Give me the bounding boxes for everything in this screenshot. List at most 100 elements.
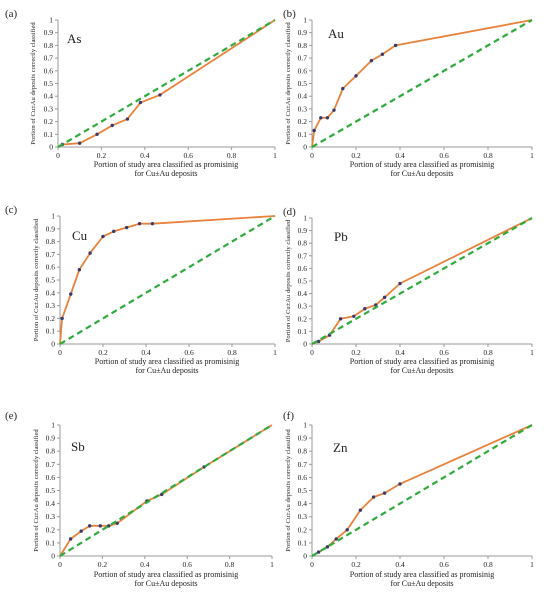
data-point — [112, 229, 116, 234]
x-tick-label: 0.8 — [225, 560, 235, 569]
x-tick-label: 1 — [273, 151, 277, 160]
data-point — [88, 251, 92, 255]
chart-panel-zn: 0 0.1 0.2 0.3 0.4 0.5 0.6 0.7 0.8 0.9 1 0 0.2 0.4 0.6 0… — [283, 410, 534, 588]
y-tick-label: 0.9 — [44, 28, 54, 37]
data-point — [393, 43, 398, 48]
data-point — [107, 524, 111, 528]
data-point — [319, 116, 323, 120]
x-tick-label: 0 — [56, 151, 60, 160]
panel-label: (b) — [283, 8, 296, 20]
y-axis-label: Portion of Cu±Au deposits correctly clas… — [30, 22, 37, 145]
element-label: Cu — [72, 228, 88, 243]
x-tick-label: 0.8 — [227, 151, 237, 160]
y-tick-label: 0 — [303, 552, 307, 561]
reference-line — [57, 19, 276, 148]
panel-label: (f) — [283, 410, 294, 422]
data-point — [124, 225, 129, 230]
data-point — [382, 295, 387, 300]
reference-line — [59, 215, 276, 345]
data-point — [332, 108, 336, 112]
x-tick-label: 0.2 — [97, 151, 107, 160]
x-tick-label: 0.8 — [483, 560, 493, 569]
element-label: Zn — [333, 440, 348, 455]
element-label: As — [67, 31, 81, 46]
data-point — [101, 234, 105, 239]
reference-line — [311, 19, 533, 148]
y-tick-label: 0.2 — [46, 525, 56, 534]
y-tick-label: 0.5 — [298, 277, 308, 286]
y-tick-label: 0.9 — [298, 434, 308, 443]
y-axis-label: Portion of Cu±Au deposits correctly clas… — [285, 429, 292, 552]
x-tick-label: 0 — [310, 560, 314, 569]
y-tick-label: 0.8 — [298, 239, 308, 248]
data-point — [325, 116, 330, 120]
chart-panel-as: 0 0.1 0.2 0.3 0.4 0.5 0.6 0.7 0.8 0.9 1 0 0.2 0.4 0.6 0… — [5, 8, 277, 178]
element-label: Pb — [334, 229, 348, 244]
y-tick-label: 1 — [49, 16, 53, 25]
y-tick-label: 0 — [51, 552, 55, 561]
y-tick-label: 0.1 — [44, 130, 54, 139]
y-tick-label: 0.1 — [298, 538, 308, 547]
data-point — [371, 495, 376, 499]
x-tick-label: 0.4 — [395, 348, 405, 357]
data-point — [363, 307, 367, 311]
y-tick-label: 0.5 — [298, 486, 308, 495]
y-tick-label: 0.8 — [298, 447, 308, 456]
y-tick-label: 0.5 — [44, 79, 54, 88]
y-tick-label: 0.6 — [46, 473, 56, 482]
y-tick-label: 0.5 — [46, 486, 56, 495]
y-tick-label: 0.1 — [298, 327, 308, 336]
x-tick-label: 0.6 — [184, 348, 194, 357]
data-point — [345, 528, 349, 532]
x-tick-label: 1 — [530, 151, 534, 160]
y-axis-label: Portion of Cu±Au deposits correctly clas… — [285, 22, 292, 145]
chart-panel-au: 0 0.1 0.2 0.3 0.4 0.5 0.6 0.7 0.8 0.9 1 0 0.2 0.4 0.6 0… — [283, 8, 534, 178]
reference-line — [311, 424, 533, 557]
y-tick-label: 1 — [303, 214, 307, 223]
x-tick-label: 0.2 — [98, 560, 108, 569]
data-point — [358, 508, 363, 512]
prediction-rate-line — [311, 217, 533, 345]
data-point — [138, 100, 143, 105]
y-tick-label: 0.4 — [44, 92, 54, 101]
y-tick-label: 0.3 — [298, 512, 308, 521]
chart-panel-cu: 0 0.1 0.2 0.3 0.4 0.5 0.6 0.7 0.8 0.9 1 0 0.2 0.4 0.6 0… — [5, 204, 277, 375]
x-tick-label: 0.2 — [98, 348, 108, 357]
data-point — [69, 292, 73, 296]
y-tick-label: 0.6 — [46, 263, 56, 272]
data-point — [354, 74, 358, 78]
panel-label: (a) — [5, 8, 18, 20]
x-tick-label: 0.4 — [395, 560, 405, 569]
y-tick-label: 0.7 — [46, 460, 56, 469]
data-point — [78, 141, 82, 145]
y-tick-label: 0 — [303, 340, 307, 349]
x-tick-label: 0 — [310, 151, 314, 160]
y-tick-label: 0.1 — [298, 130, 308, 139]
y-tick-label: 0.4 — [46, 499, 56, 508]
y-tick-label: 0.2 — [298, 525, 308, 534]
y-tick-label: 1 — [303, 16, 307, 25]
x-tick-label: 0.6 — [183, 560, 193, 569]
panel-label: (d) — [283, 206, 296, 218]
y-tick-label: 0.6 — [298, 264, 308, 273]
x-tick-label: 0.6 — [439, 348, 449, 357]
x-axis-label: Portion of study area classified as prom… — [94, 570, 238, 588]
x-axis-label: Portion of study area classified as prom… — [350, 160, 494, 178]
data-point — [110, 123, 114, 128]
y-tick-label: 0 — [49, 143, 53, 152]
y-tick-label: 0.5 — [298, 79, 308, 88]
y-tick-label: 0.9 — [298, 226, 308, 235]
data-point — [369, 58, 374, 63]
data-point — [382, 491, 387, 495]
element-label: Au — [328, 26, 344, 41]
x-tick-label: 0 — [310, 348, 314, 357]
y-tick-label: 0.3 — [46, 301, 56, 310]
y-tick-label: 0.2 — [298, 117, 308, 126]
y-tick-label: 0.7 — [298, 460, 308, 469]
data-point — [77, 268, 82, 272]
y-tick-label: 0.8 — [46, 237, 56, 246]
data-point — [398, 482, 402, 486]
data-point — [87, 524, 92, 528]
y-tick-label: 0.8 — [46, 447, 56, 456]
y-tick-label: 1 — [51, 421, 55, 430]
